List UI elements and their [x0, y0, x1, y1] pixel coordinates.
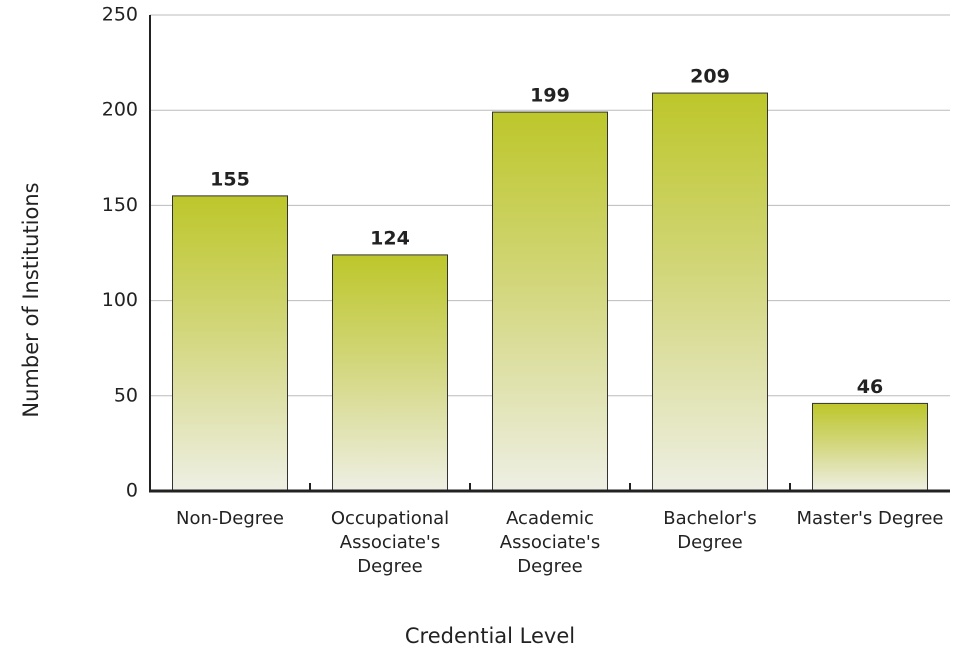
x-tick-label: Master's Degree	[796, 508, 944, 529]
y-tick-label: 250	[102, 4, 138, 26]
value-label: 209	[690, 66, 730, 88]
x-axis-label: Credential Level	[405, 624, 575, 648]
y-tick-label: 200	[102, 99, 138, 121]
y-axis-label: Number of Institutions	[19, 182, 43, 417]
x-tick-label-box: Occupational Associate's Degree	[330, 508, 450, 577]
value-label: 124	[370, 227, 410, 249]
y-tick-label: 150	[102, 194, 138, 216]
x-tick-label: Bachelor's Degree	[663, 508, 757, 553]
y-tick-label: 0	[126, 480, 138, 502]
bar	[172, 195, 288, 492]
bar	[812, 402, 928, 492]
value-label: 46	[857, 376, 883, 398]
bar	[332, 254, 448, 492]
x-tick-label: Occupational Associate's Degree	[330, 508, 450, 577]
value-label: 199	[530, 85, 570, 107]
x-tick-label-box: Master's Degree	[796, 508, 944, 529]
x-tick-label-box: Non-Degree	[176, 508, 284, 529]
x-tick-label: Academic Associate's Degree	[499, 508, 601, 577]
y-tick-label: 50	[114, 384, 138, 406]
bar	[492, 111, 608, 492]
x-tick-label-box: Academic Associate's Degree	[499, 508, 601, 577]
bar	[652, 92, 768, 492]
y-tick-label: 100	[102, 289, 138, 311]
x-tick-label: Non-Degree	[176, 508, 284, 529]
value-label: 155	[210, 168, 250, 190]
x-tick-label-box: Bachelor's Degree	[663, 508, 757, 553]
